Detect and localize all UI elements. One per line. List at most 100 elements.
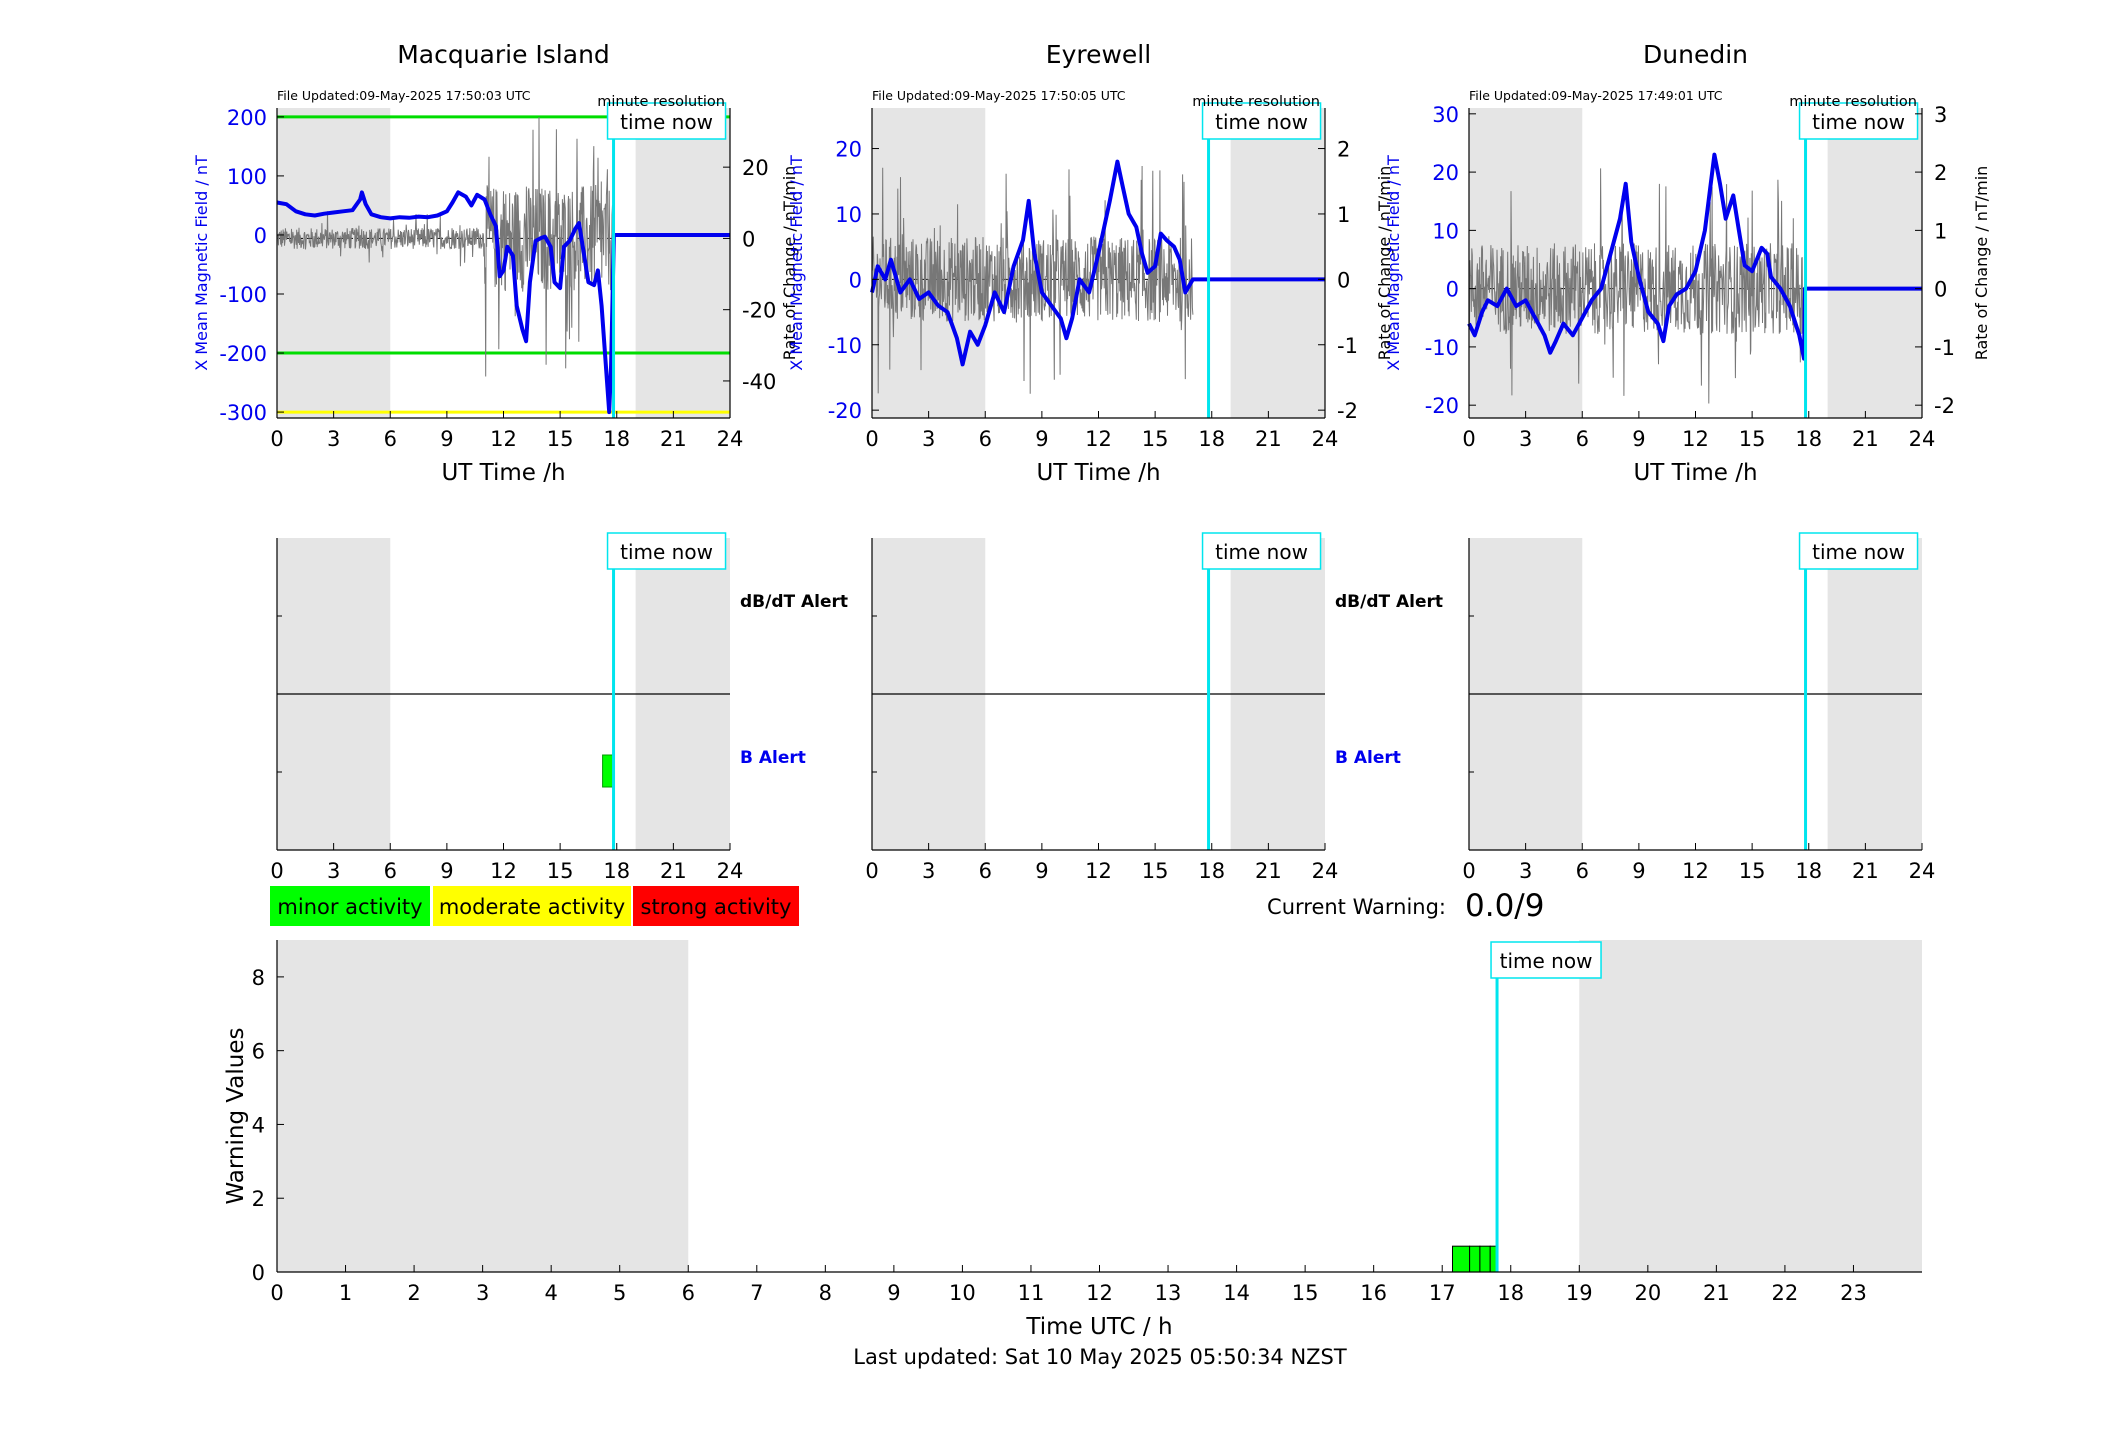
x-tick-label: 21	[1852, 427, 1879, 451]
alert-panel-2: time now 0 3 6 9 12 15 18 21 24	[1462, 532, 1935, 883]
time-now-box	[1201, 532, 1322, 570]
x-tick-label: 0	[270, 1281, 283, 1305]
time-now-box	[606, 102, 727, 140]
x-tick-label: 21	[660, 859, 687, 883]
x-tick-label: 14	[1223, 1281, 1250, 1305]
y-tick-left-label: 0	[254, 224, 267, 248]
x-tick-label: 12	[1085, 859, 1112, 883]
y-tick-right-label: -2	[1337, 399, 1358, 423]
x-tick-label: 6	[979, 859, 992, 883]
y-tick-left-label: 200	[227, 106, 267, 130]
x-tick-label: 9	[440, 427, 453, 451]
x-tick-label: 12	[1085, 427, 1112, 451]
x-axis-label: UT Time /h	[441, 460, 565, 486]
y-tick-label: 2	[252, 1187, 265, 1211]
x-tick-label: 9	[1632, 859, 1645, 883]
y-tick-left-label: -10	[1425, 336, 1459, 360]
y-tick-left-label: -100	[219, 283, 267, 307]
y-tick-left-label: 20	[835, 138, 862, 162]
x-tick-label: 21	[1255, 859, 1282, 883]
x-tick-label: 12	[1682, 859, 1709, 883]
station-title: Dunedin	[1643, 40, 1748, 69]
warning-bar	[1479, 1245, 1491, 1273]
x-tick-label: 3	[922, 427, 935, 451]
y-tick-left-label: 20	[1432, 161, 1459, 185]
y-tick-right-label: 0	[742, 227, 755, 251]
x-tick-label: 15	[547, 859, 574, 883]
x-tick-label: 12	[490, 859, 517, 883]
y-tick-right-label: 3	[1934, 103, 1947, 127]
x-axis-label: UT Time /h	[1633, 460, 1757, 486]
file-updated: File Updated:09-May-2025 17:50:05 UTC	[872, 88, 1126, 103]
x-tick-label: 15	[547, 427, 574, 451]
y-tick-left-label: 100	[227, 165, 267, 189]
alert-panel-0: time now 0 3 6 9 12 15 18 21 24 dB/dT Alert B Alert	[270, 532, 848, 883]
y-tick-right-label: -2	[1934, 394, 1955, 418]
x-tick-label: 18	[1198, 859, 1225, 883]
x-tick-label: 0	[865, 859, 878, 883]
y-tick-right-label: -1	[1337, 334, 1358, 358]
x-tick-label: 24	[717, 859, 744, 883]
time-now-label: time now	[1500, 949, 1593, 973]
x-tick-label: 3	[327, 427, 340, 451]
file-updated: File Updated:09-May-2025 17:49:01 UTC	[1469, 88, 1723, 103]
x-tick-label: 13	[1155, 1281, 1182, 1305]
time-now-label: time now	[1812, 110, 1905, 134]
x-tick-label: 15	[1292, 1281, 1319, 1305]
x-tick-label: 19	[1566, 1281, 1593, 1305]
night-shade	[1579, 940, 1922, 1272]
x-tick-label: 0	[865, 427, 878, 451]
time-now-label: time now	[1215, 110, 1308, 134]
x-tick-label: 9	[1035, 859, 1048, 883]
x-tick-label: 18	[1795, 859, 1822, 883]
time-now-box	[1798, 102, 1919, 140]
x-tick-label: 9	[440, 859, 453, 883]
field-series	[870, 159, 1325, 367]
x-tick-label: 6	[979, 427, 992, 451]
alert-panel-1: time now 0 3 6 9 12 15 18 21 24 dB/dT Alert B Alert	[865, 532, 1443, 883]
last-updated: Last updated: Sat 10 May 2025 05:50:34 N…	[853, 1345, 1347, 1369]
x-tick-label: 5	[613, 1281, 626, 1305]
x-tick-label: 9	[887, 1281, 900, 1305]
x-tick-label: 3	[327, 859, 340, 883]
x-tick-label: 17	[1429, 1281, 1456, 1305]
x-tick-label: 15	[1739, 427, 1766, 451]
legend-minor-label: minor activity	[277, 895, 422, 919]
station-title: Macquarie Island	[397, 40, 610, 69]
x-tick-label: 12	[490, 427, 517, 451]
x-tick-label: 20	[1634, 1281, 1661, 1305]
y-axis-right-label: Rate of Change / nT/min	[1972, 166, 1991, 361]
x-tick-label: 6	[384, 859, 397, 883]
x-tick-label: 21	[1703, 1281, 1730, 1305]
warning-bar	[1469, 1245, 1481, 1273]
x-tick-label: 22	[1772, 1281, 1799, 1305]
rate-series	[276, 116, 615, 377]
x-tick-label: 0	[1462, 859, 1475, 883]
y-tick-left-label: 0	[849, 268, 862, 292]
x-tick-label: 15	[1142, 859, 1169, 883]
x-tick-label: 18	[603, 427, 630, 451]
y-tick-left-label: -20	[1425, 394, 1459, 418]
x-tick-label: 9	[1035, 427, 1048, 451]
x-tick-label: 9	[1632, 427, 1645, 451]
legend-strong-swatch	[633, 886, 799, 926]
y-axis-left-label: X Mean Magnetic Field / nT	[1384, 155, 1403, 371]
station-title: Eyrewell	[1046, 40, 1151, 69]
y-tick-right-label: 1	[1337, 203, 1350, 227]
y-tick-left-label: 0	[1446, 278, 1459, 302]
x-tick-label: 11	[1018, 1281, 1045, 1305]
night-shade	[277, 108, 391, 418]
x-tick-label: 21	[660, 427, 687, 451]
night-shade	[277, 940, 689, 1272]
x-tick-label: 24	[1909, 427, 1936, 451]
rate-series	[1468, 168, 1806, 404]
time-now-label: time now	[1215, 540, 1308, 564]
x-tick-label: 15	[1739, 859, 1766, 883]
x-tick-label: 6	[1576, 859, 1589, 883]
y-tick-label: 8	[252, 966, 265, 990]
y-tick-right-label: 0	[1337, 268, 1350, 292]
x-tick-label: 12	[1086, 1281, 1113, 1305]
y-tick-left-label: 30	[1432, 103, 1459, 127]
